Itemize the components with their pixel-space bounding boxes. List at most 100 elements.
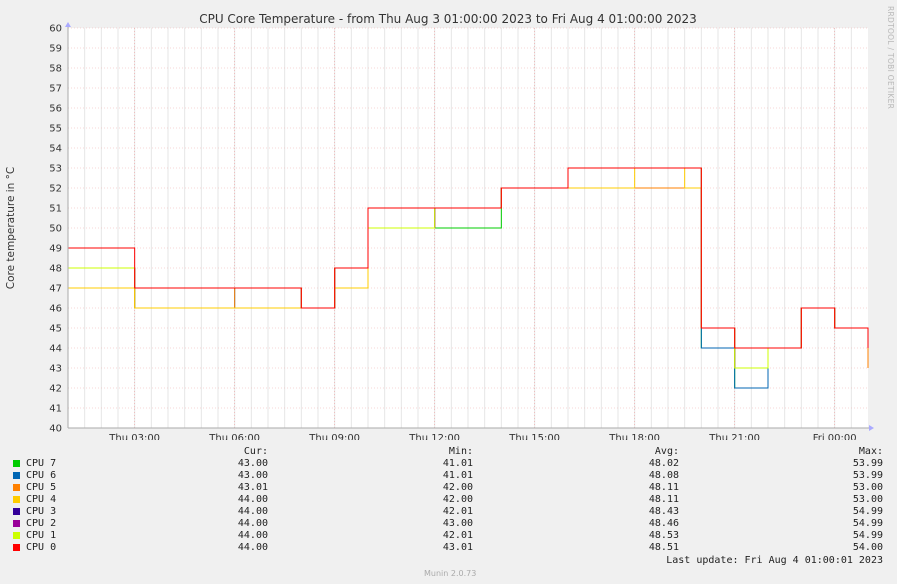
legend-cur-value: 44.00	[237, 506, 268, 517]
rrdtool-watermark: RRDTOOL / TOBI OETIKER	[886, 6, 895, 110]
legend-avg-value: 48.11	[648, 494, 679, 505]
legend-avg-value: 48.46	[648, 518, 679, 529]
legend-series-name: CPU 6	[26, 470, 57, 481]
legend-avg-value: 48.51	[648, 542, 679, 553]
legend-max-value: 54.00	[852, 542, 883, 553]
y-tick-label: 58	[49, 64, 62, 75]
temperature-chart: 40 41 42 43 44 45 46 47 48 49 50 51 52 53 54 55 56 57 58 59…	[5, 12, 874, 440]
legend-min-value: 41.01	[442, 470, 473, 481]
legend-max-value: 54.99	[852, 530, 883, 541]
x-tick-label: Thu 12:00	[408, 433, 460, 440]
legend-header-cur: Cur:	[243, 446, 268, 457]
legend-avg-value: 48.08	[648, 470, 679, 481]
y-tick-label: 42	[49, 384, 62, 395]
legend-series-name: CPU 7	[26, 458, 57, 469]
y-tick-label: 52	[49, 184, 62, 195]
y-axis-label: Core temperature in °C	[5, 167, 17, 289]
x-tick-label: Thu 09:00	[308, 433, 360, 440]
y-tick-label: 46	[49, 304, 62, 315]
y-tick-label: 54	[49, 144, 62, 155]
last-update: Last update: Fri Aug 4 01:00:01 2023	[666, 555, 883, 566]
legend-swatch	[13, 484, 20, 491]
x-tick-label: Thu 21:00	[708, 433, 760, 440]
legend-min-value: 43.01	[442, 542, 473, 553]
chart-title: CPU Core Temperature - from Thu Aug 3 01…	[199, 12, 697, 26]
legend-row: CPU 1 44.00 42.01 48.53 54.99	[0, 530, 897, 542]
legend-swatch	[13, 460, 20, 467]
legend-max-value: 54.99	[852, 518, 883, 529]
y-tick-label: 53	[49, 164, 62, 175]
legend-max-value: 53.00	[852, 494, 883, 505]
legend-avg-value: 48.02	[648, 458, 679, 469]
legend-series-name: CPU 5	[26, 482, 57, 493]
legend-cur-value: 43.00	[237, 470, 268, 481]
y-tick-label: 40	[49, 424, 62, 435]
munin-version: Munin 2.0.73	[424, 569, 477, 578]
legend-avg-value: 48.11	[648, 482, 679, 493]
legend-swatch	[13, 508, 20, 515]
legend-row: CPU 5 43.01 42.00 48.11 53.00	[0, 482, 897, 494]
x-tick-label: Thu 06:00	[208, 433, 260, 440]
x-tick-label: Thu 15:00	[508, 433, 560, 440]
legend: Cur: Min: Avg: Max: CPU 7 43.00 41.01 48.02…	[0, 446, 897, 554]
legend-series-name: CPU 0	[26, 542, 57, 553]
legend-min-value: 42.00	[442, 494, 473, 505]
legend-min-value: 42.01	[442, 506, 473, 517]
legend-swatch	[13, 472, 20, 479]
y-tick-label: 51	[49, 204, 62, 215]
legend-row: CPU 4 44.00 42.00 48.11 53.00	[0, 494, 897, 506]
legend-min-value: 42.00	[442, 482, 473, 493]
y-tick-label: 47	[49, 284, 62, 295]
legend-avg-value: 48.53	[648, 530, 679, 541]
legend-series-name: CPU 4	[26, 494, 57, 505]
legend-header-min: Min:	[448, 446, 473, 457]
legend-row: CPU 3 44.00 42.01 48.43 54.99	[0, 506, 897, 518]
series-lines	[68, 167, 869, 389]
legend-header-avg: Avg:	[654, 446, 679, 457]
legend-row: CPU 6 43.00 41.01 48.08 53.99	[0, 470, 897, 482]
legend-header: Cur: Min: Avg: Max:	[0, 446, 897, 458]
legend-swatch	[13, 496, 20, 503]
legend-header-max: Max:	[858, 446, 883, 457]
legend-cur-value: 44.00	[237, 542, 268, 553]
legend-max-value: 53.00	[852, 482, 883, 493]
y-tick-label: 45	[49, 324, 62, 335]
y-tick-label: 60	[49, 24, 62, 35]
y-tick-label: 57	[49, 84, 62, 95]
y-axis-arrow	[65, 22, 71, 27]
legend-cur-value: 43.00	[237, 458, 268, 469]
legend-min-value: 43.00	[442, 518, 473, 529]
axes: 40 41 42 43 44 45 46 47 48 49 50 51 52 53 54 55 56 57 58 59…	[49, 22, 874, 440]
series-line-cpu-0	[68, 167, 869, 349]
legend-swatch	[13, 544, 20, 551]
legend-row: CPU 0 44.00 43.01 48.51 54.00	[0, 542, 897, 554]
x-tick-label: Fri 00:00	[813, 433, 857, 440]
legend-max-value: 53.99	[852, 458, 883, 469]
y-tick-label: 59	[49, 44, 62, 55]
legend-series-name: CPU 3	[26, 506, 57, 517]
legend-swatch	[13, 532, 20, 539]
legend-row: CPU 7 43.00 41.01 48.02 53.99	[0, 458, 897, 470]
y-tick-label: 48	[49, 264, 62, 275]
legend-avg-value: 48.43	[648, 506, 679, 517]
y-tick-label: 49	[49, 244, 62, 255]
legend-series-name: CPU 1	[26, 530, 57, 541]
legend-cur-value: 44.00	[237, 518, 268, 529]
legend-series-name: CPU 2	[26, 518, 57, 529]
y-tick-label: 56	[49, 104, 62, 115]
y-tick-label: 55	[49, 124, 62, 135]
legend-cur-value: 44.00	[237, 530, 268, 541]
y-tick-label: 44	[49, 344, 62, 355]
legend-min-value: 41.01	[442, 458, 473, 469]
x-tick-label: Thu 03:00	[108, 433, 160, 440]
legend-max-value: 53.99	[852, 470, 883, 481]
x-axis-arrow	[869, 425, 874, 431]
legend-cur-value: 44.00	[237, 494, 268, 505]
legend-swatch	[13, 520, 20, 527]
legend-min-value: 42.01	[442, 530, 473, 541]
x-tick-label: Thu 18:00	[608, 433, 660, 440]
y-tick-label: 50	[49, 224, 62, 235]
legend-row: CPU 2 44.00 43.00 48.46 54.99	[0, 518, 897, 530]
legend-rows: CPU 7 43.00 41.01 48.02 53.99 CPU 6 43.00 41.01…	[0, 458, 897, 554]
legend-max-value: 54.99	[852, 506, 883, 517]
